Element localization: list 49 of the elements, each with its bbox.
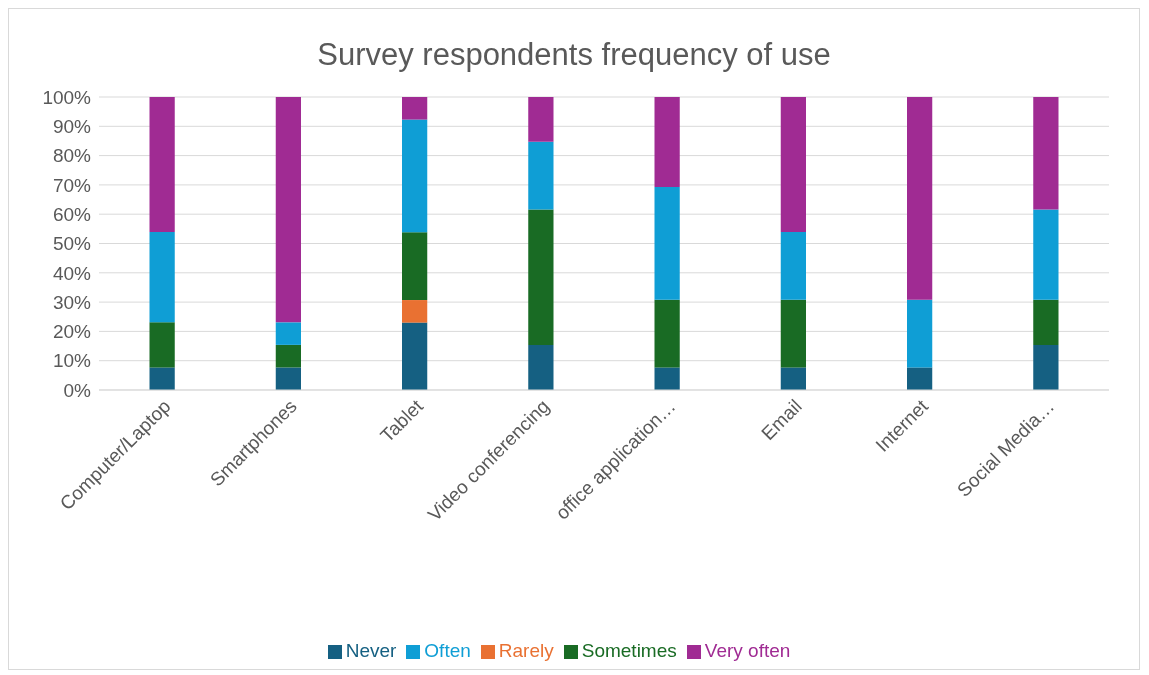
y-tick-label: 20% <box>52 321 92 343</box>
y-tick-label: 80% <box>52 145 92 167</box>
bar <box>1033 97 1059 210</box>
y-tick-label: 10% <box>52 350 92 372</box>
bar <box>907 367 933 390</box>
bar <box>528 344 554 390</box>
bar <box>275 322 301 345</box>
bar <box>149 97 175 233</box>
legend-label: Often <box>424 640 471 661</box>
bar <box>780 367 806 390</box>
bar <box>275 367 301 390</box>
bar <box>149 322 175 368</box>
bar <box>402 232 428 301</box>
bar <box>654 299 680 368</box>
bar <box>654 367 680 390</box>
bar <box>907 299 933 368</box>
bar <box>402 97 428 120</box>
bar <box>402 300 428 323</box>
bar <box>780 299 806 368</box>
bar <box>528 141 554 210</box>
y-tick-label: 100% <box>42 86 92 108</box>
bar <box>780 97 806 233</box>
bar <box>1033 344 1059 390</box>
y-tick-label: 50% <box>52 233 92 255</box>
bar <box>907 97 933 300</box>
y-tick-label: 30% <box>52 291 92 313</box>
y-tick-label: 70% <box>52 174 92 196</box>
legend-label: Sometimes <box>581 640 677 661</box>
bar <box>654 186 680 300</box>
chart-title: Survey respondents frequency of use <box>316 36 832 74</box>
y-tick-label: 40% <box>52 262 92 284</box>
bar <box>528 97 554 142</box>
legend-label: Very often <box>704 640 791 661</box>
bar <box>528 209 554 345</box>
bar <box>402 119 428 233</box>
bar <box>275 97 301 323</box>
y-tick-label: 60% <box>52 203 92 225</box>
bar <box>1033 299 1059 345</box>
y-tick-label: 0% <box>63 379 92 401</box>
legend-label: Rarely <box>498 640 554 661</box>
bar <box>149 232 175 323</box>
bar <box>1033 209 1059 300</box>
legend-label: Never <box>345 640 397 661</box>
bar <box>149 367 175 390</box>
bar <box>654 97 680 187</box>
y-tick-label: 90% <box>52 116 92 138</box>
bar <box>780 232 806 300</box>
bar <box>275 344 301 368</box>
bar <box>402 322 428 390</box>
